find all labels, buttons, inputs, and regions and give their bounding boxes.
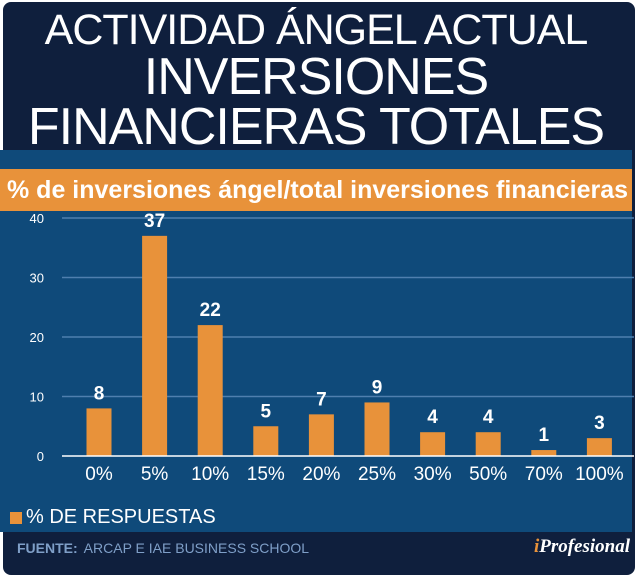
- iprofesional-logo: iProfesional: [534, 536, 630, 558]
- bar: [308, 414, 334, 456]
- data-label: 4: [483, 407, 494, 428]
- x-tick-label: 20%: [302, 464, 340, 485]
- data-label: 9: [372, 377, 383, 398]
- source: FUENTE: ARCAP E IAE BUSINESS SCHOOL: [17, 540, 309, 556]
- bar: [531, 450, 557, 456]
- bar: [420, 432, 446, 456]
- bar: [197, 325, 223, 456]
- legend-swatch: [10, 511, 22, 524]
- data-label: 37: [144, 211, 165, 232]
- logo-i: i: [533, 536, 540, 557]
- bar: [586, 438, 612, 456]
- header-line-2: INVERSIONES: [143, 48, 489, 106]
- y-tick-label: 10: [30, 390, 44, 405]
- data-label: 5: [261, 401, 272, 422]
- y-tick-label: 20: [30, 330, 44, 345]
- x-tick-label: 100%: [575, 464, 624, 485]
- data-label: 7: [316, 389, 327, 410]
- data-label: 3: [594, 413, 605, 434]
- bar: [364, 402, 390, 456]
- source-label: FUENTE:: [17, 540, 78, 556]
- x-tick-label: 30%: [414, 464, 452, 485]
- x-tick-label: 50%: [469, 464, 507, 485]
- bar: [475, 432, 501, 456]
- legend: % DE RESPUESTAS: [10, 506, 216, 529]
- x-tick-label: 10%: [191, 464, 229, 485]
- x-tick-label: 70%: [525, 464, 563, 485]
- header-line-3: FINANCIERAS TOTALES: [27, 98, 605, 156]
- chart-title: % de inversiones ángel/total inversiones…: [0, 169, 632, 211]
- y-tick-label: 0: [37, 449, 44, 464]
- source-text: ARCAP E IAE BUSINESS SCHOOL: [83, 540, 310, 556]
- logo-text: Profesional: [539, 536, 630, 557]
- data-label: 8: [94, 383, 105, 404]
- y-tick-label: 40: [30, 211, 44, 226]
- data-label: 22: [200, 300, 221, 321]
- x-tick-label: 0%: [85, 464, 113, 485]
- data-label: 1: [539, 425, 550, 446]
- x-tick-label: 5%: [141, 464, 169, 485]
- chart-band: [0, 150, 632, 532]
- bar: [253, 426, 279, 456]
- legend-label: % DE RESPUESTAS: [26, 506, 216, 528]
- data-label: 4: [427, 407, 438, 428]
- y-tick-label: 30: [30, 271, 44, 286]
- x-tick-label: 25%: [358, 464, 396, 485]
- x-tick-label: 15%: [247, 464, 285, 485]
- bar: [86, 408, 112, 456]
- bar: [142, 235, 168, 456]
- header-line-1: ACTIVIDAD ÁNGEL ACTUAL: [44, 6, 589, 54]
